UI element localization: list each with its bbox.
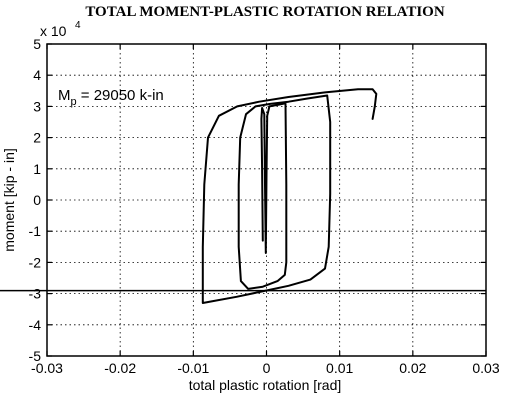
- annotation-rest: = 29050 k-in: [77, 87, 164, 104]
- x-tick-label: -0.02: [104, 360, 136, 376]
- plastic-moment-annotation: Mp = 29050 k-in: [58, 87, 164, 108]
- y-tick-label: 2: [33, 130, 41, 146]
- x-axis: -0.03 -0.02 -0.01 0 0.01 0.02 0.03: [31, 44, 500, 376]
- x-tick-label: -0.01: [177, 360, 209, 376]
- x-tick-label: -0.03: [31, 360, 63, 376]
- grid: [47, 44, 486, 356]
- y-tick-label: -5: [29, 348, 42, 364]
- chart-title: TOTAL MOMENT-PLASTIC ROTATION RELATION: [85, 4, 445, 20]
- x-axis-label: total plastic rotation [rad]: [189, 377, 342, 393]
- hysteresis-curve: [201, 88, 378, 304]
- y-tick-label: -2: [29, 254, 42, 270]
- y-axis-label: moment [kip - in]: [1, 148, 17, 251]
- y-tick-label: 5: [33, 36, 41, 52]
- series-group: [201, 88, 378, 304]
- annotation-subscript: p: [70, 96, 76, 108]
- y-axis: -5 -4 -3 -2 -1 0 1 2 3 4 5: [29, 36, 486, 364]
- x-tick-label: 0.01: [326, 360, 353, 376]
- x-tick-label: 0.03: [472, 360, 499, 376]
- y-multiplier: x 10 4: [40, 20, 81, 39]
- annotation-base: M: [58, 87, 71, 104]
- y-tick-label: 0: [33, 192, 41, 208]
- y-tick-label: -4: [29, 317, 42, 333]
- y-tick-label: 4: [33, 67, 41, 83]
- y-tick-label: -1: [29, 223, 42, 239]
- x-tick-label: 0.02: [399, 360, 426, 376]
- x-tick-label: 0: [263, 360, 271, 376]
- y-tick-label: -3: [29, 286, 42, 302]
- y-tick-label: 1: [33, 161, 41, 177]
- y-multiplier-text: x 10: [40, 23, 67, 39]
- y-tick-label: 3: [33, 98, 41, 114]
- y-multiplier-exponent: 4: [75, 20, 81, 31]
